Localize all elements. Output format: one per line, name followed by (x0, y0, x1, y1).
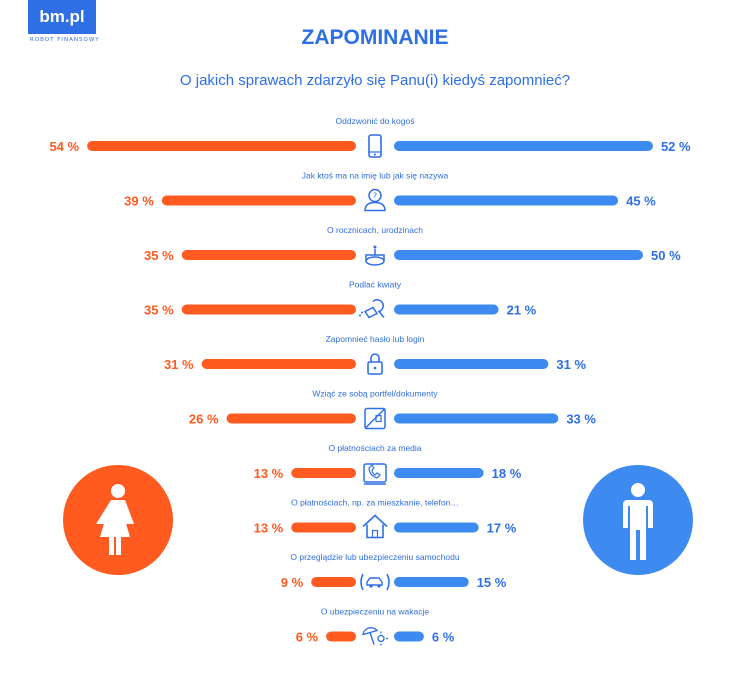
brand-logo: bm.pl (28, 0, 96, 34)
bar-female (326, 631, 356, 642)
umbrella-sun-icon (362, 626, 388, 646)
car-icon (360, 573, 390, 591)
value-label-female: 13 % (254, 521, 284, 536)
male-figure-icon (583, 465, 693, 575)
bar-male (394, 250, 643, 260)
value-label-male: 50 % (651, 248, 681, 263)
value-label-female: 31 % (164, 357, 194, 372)
bar-male (394, 195, 619, 206)
category-label: O przeglądzie lub ubezpieczeniu samochod… (290, 552, 459, 562)
bar-female (311, 577, 356, 587)
bar-male (394, 141, 653, 151)
bill-icon (363, 463, 387, 485)
value-label-male: 18 % (492, 466, 522, 481)
chart-title: ZAPOMINANIE (301, 26, 449, 49)
bar-female (161, 195, 356, 206)
category-label: Podlać kwiaty (349, 280, 402, 290)
bar-female (226, 413, 356, 424)
bar-female (291, 468, 356, 478)
bar-female (291, 522, 356, 533)
value-label-male: 45 % (626, 194, 656, 209)
category-label: Zapomnieć hasło lub login (326, 334, 425, 344)
value-label-male: 31 % (556, 357, 586, 372)
watering-can-icon (359, 299, 385, 319)
value-label-female: 54 % (49, 139, 79, 154)
phone-icon (368, 134, 382, 158)
person-question-icon: ? (364, 188, 386, 212)
category-label: O ubezpieczeniu na wakacje (321, 607, 429, 617)
bar-male (394, 522, 479, 533)
chart-subtitle: O jakich sprawach zdarzyło się Panu(i) k… (179, 72, 571, 89)
value-label-female: 39 % (124, 194, 154, 209)
lock-icon (367, 353, 383, 375)
bar-female (181, 250, 356, 260)
value-label-female: 26 % (189, 412, 219, 427)
value-label-female: 9 % (281, 575, 304, 590)
svg-text:?: ? (373, 192, 377, 201)
category-label: O rocznicach, urodzinach (327, 225, 423, 235)
bar-female (181, 304, 356, 315)
bar-male (394, 631, 424, 642)
cake-icon (365, 245, 385, 266)
value-label-male: 52 % (661, 139, 691, 154)
bar-female (201, 359, 356, 369)
value-label-female: 13 % (254, 466, 284, 481)
bar-female (87, 141, 356, 151)
value-label-female: 35 % (144, 248, 174, 263)
bar-male (394, 413, 559, 424)
wallet-icon (364, 407, 386, 430)
value-label-female: 6 % (296, 630, 319, 645)
bar-male (394, 359, 549, 369)
value-label-male: 33 % (566, 412, 596, 427)
category-label: Jak ktoś ma na imię lub jak się nazywa (302, 171, 449, 181)
female-figure-icon (63, 465, 173, 575)
value-label-male: 21 % (507, 303, 537, 318)
category-label: Oddzwonić do kogoś (336, 116, 415, 126)
category-label: O płatnościach za media (328, 443, 421, 453)
category-label: O płatnościach, np. za mieszkanie, telef… (291, 498, 459, 508)
bar-male (394, 304, 499, 315)
house-icon (362, 514, 388, 539)
value-label-male: 15 % (477, 575, 507, 590)
category-label: Wziąć ze sobą portfel/dokumenty (312, 389, 438, 399)
brand-tagline: ROBOT FINANSOWY (30, 37, 100, 43)
bar-male (394, 468, 484, 478)
value-label-male: 6 % (432, 630, 455, 645)
value-label-male: 17 % (487, 521, 517, 536)
value-label-female: 35 % (144, 303, 174, 318)
bar-male (394, 577, 469, 587)
